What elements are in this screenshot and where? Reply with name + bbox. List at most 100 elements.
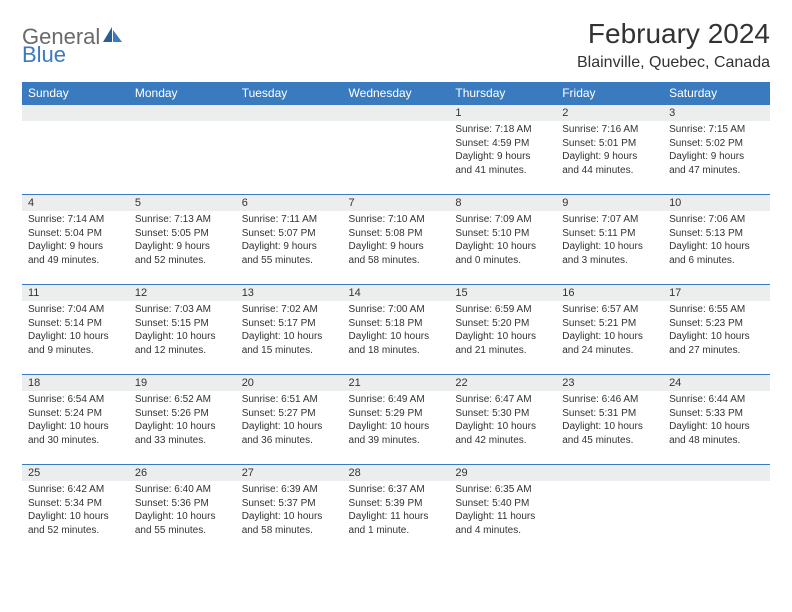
sunset-text: Sunset: 4:59 PM [455, 137, 550, 151]
sunset-text: Sunset: 5:39 PM [349, 497, 444, 511]
sunset-text: Sunset: 5:29 PM [349, 407, 444, 421]
dayname-thu: Thursday [449, 82, 556, 104]
sunrise-text: Sunrise: 7:13 AM [135, 213, 230, 227]
daylight-line2: and 42 minutes. [455, 434, 550, 448]
sunrise-text: Sunrise: 6:51 AM [242, 393, 337, 407]
sunset-text: Sunset: 5:15 PM [135, 317, 230, 331]
sunrise-text: Sunrise: 7:04 AM [28, 303, 123, 317]
daylight-line2: and 48 minutes. [669, 434, 764, 448]
calendar-week: 11Sunrise: 7:04 AMSunset: 5:14 PMDayligh… [22, 284, 770, 374]
day-details: Sunrise: 6:39 AMSunset: 5:37 PMDaylight:… [236, 481, 343, 541]
sunset-text: Sunset: 5:34 PM [28, 497, 123, 511]
day-number-empty [556, 464, 663, 481]
sunset-text: Sunset: 5:18 PM [349, 317, 444, 331]
daylight-line2: and 36 minutes. [242, 434, 337, 448]
calendar-cell: 23Sunrise: 6:46 AMSunset: 5:31 PMDayligh… [556, 374, 663, 464]
sunset-text: Sunset: 5:14 PM [28, 317, 123, 331]
daylight-line1: Daylight: 10 hours [349, 330, 444, 344]
daylight-line1: Daylight: 9 hours [242, 240, 337, 254]
sunrise-text: Sunrise: 6:49 AM [349, 393, 444, 407]
sunrise-text: Sunrise: 7:14 AM [28, 213, 123, 227]
sunrise-text: Sunrise: 6:47 AM [455, 393, 550, 407]
sail-icon [102, 25, 124, 50]
day-details: Sunrise: 7:07 AMSunset: 5:11 PMDaylight:… [556, 211, 663, 271]
calendar-cell [22, 104, 129, 194]
daylight-line2: and 15 minutes. [242, 344, 337, 358]
sunset-text: Sunset: 5:20 PM [455, 317, 550, 331]
sunset-text: Sunset: 5:21 PM [562, 317, 657, 331]
daylight-line1: Daylight: 10 hours [242, 330, 337, 344]
day-number-empty [236, 104, 343, 121]
sunset-text: Sunset: 5:17 PM [242, 317, 337, 331]
daylight-line2: and 24 minutes. [562, 344, 657, 358]
sunrise-text: Sunrise: 7:03 AM [135, 303, 230, 317]
daylight-line1: Daylight: 9 hours [135, 240, 230, 254]
sunrise-text: Sunrise: 6:37 AM [349, 483, 444, 497]
daylight-line2: and 18 minutes. [349, 344, 444, 358]
daylight-line2: and 45 minutes. [562, 434, 657, 448]
day-details: Sunrise: 6:47 AMSunset: 5:30 PMDaylight:… [449, 391, 556, 451]
day-details: Sunrise: 7:11 AMSunset: 5:07 PMDaylight:… [236, 211, 343, 271]
daylight-line1: Daylight: 10 hours [455, 420, 550, 434]
day-number: 23 [556, 374, 663, 391]
daylight-line2: and 0 minutes. [455, 254, 550, 268]
daylight-line1: Daylight: 10 hours [562, 330, 657, 344]
sunset-text: Sunset: 5:02 PM [669, 137, 764, 151]
calendar-cell: 29Sunrise: 6:35 AMSunset: 5:40 PMDayligh… [449, 464, 556, 554]
day-details: Sunrise: 6:37 AMSunset: 5:39 PMDaylight:… [343, 481, 450, 541]
sunrise-text: Sunrise: 7:18 AM [455, 123, 550, 137]
daylight-line2: and 49 minutes. [28, 254, 123, 268]
daylight-line2: and 41 minutes. [455, 164, 550, 178]
daylight-line1: Daylight: 10 hours [28, 420, 123, 434]
dayname-tue: Tuesday [236, 82, 343, 104]
calendar-cell: 7Sunrise: 7:10 AMSunset: 5:08 PMDaylight… [343, 194, 450, 284]
day-details: Sunrise: 7:00 AMSunset: 5:18 PMDaylight:… [343, 301, 450, 361]
sunset-text: Sunset: 5:27 PM [242, 407, 337, 421]
day-number: 12 [129, 284, 236, 301]
sunset-text: Sunset: 5:26 PM [135, 407, 230, 421]
daylight-line2: and 1 minute. [349, 524, 444, 538]
daylight-line2: and 47 minutes. [669, 164, 764, 178]
day-details: Sunrise: 7:13 AMSunset: 5:05 PMDaylight:… [129, 211, 236, 271]
calendar-week: 1Sunrise: 7:18 AMSunset: 4:59 PMDaylight… [22, 104, 770, 194]
calendar-cell: 24Sunrise: 6:44 AMSunset: 5:33 PMDayligh… [663, 374, 770, 464]
sunset-text: Sunset: 5:24 PM [28, 407, 123, 421]
daylight-line2: and 33 minutes. [135, 434, 230, 448]
daylight-line2: and 30 minutes. [28, 434, 123, 448]
daylight-line2: and 6 minutes. [669, 254, 764, 268]
day-details: Sunrise: 7:10 AMSunset: 5:08 PMDaylight:… [343, 211, 450, 271]
calendar-week: 4 Sunrise: 7:14 AMSunset: 5:04 PM Daylight… [22, 194, 770, 284]
day-number: 19 [129, 374, 236, 391]
daylight-line2: and 12 minutes. [135, 344, 230, 358]
sunrise-text: Sunrise: 6:55 AM [669, 303, 764, 317]
sunrise-text: Sunrise: 7:06 AM [669, 213, 764, 227]
calendar-cell: 3Sunrise: 7:15 AMSunset: 5:02 PMDaylight… [663, 104, 770, 194]
daylight-line1: Daylight: 10 hours [669, 330, 764, 344]
calendar-cell: 11Sunrise: 7:04 AMSunset: 5:14 PMDayligh… [22, 284, 129, 374]
day-number: 21 [343, 374, 450, 391]
sunset-text: Sunset: 5:04 PM [28, 227, 123, 241]
calendar-cell [556, 464, 663, 554]
sunset-text: Sunset: 5:37 PM [242, 497, 337, 511]
day-details: Sunrise: 7:03 AMSunset: 5:15 PMDaylight:… [129, 301, 236, 361]
day-number: 15 [449, 284, 556, 301]
day-number-empty [663, 464, 770, 481]
day-number: 4 [22, 194, 129, 211]
day-number: 2 [556, 104, 663, 121]
day-details: Sunrise: 6:52 AMSunset: 5:26 PMDaylight:… [129, 391, 236, 451]
sunrise-text: Sunrise: 7:09 AM [455, 213, 550, 227]
day-details: Sunrise: 7:18 AMSunset: 4:59 PMDaylight:… [449, 121, 556, 181]
calendar-cell: 2Sunrise: 7:16 AMSunset: 5:01 PMDaylight… [556, 104, 663, 194]
daylight-line1: Daylight: 9 hours [455, 150, 550, 164]
calendar-cell [663, 464, 770, 554]
sunset-text: Sunset: 5:23 PM [669, 317, 764, 331]
sunset-text: Sunset: 5:31 PM [562, 407, 657, 421]
day-number: 17 [663, 284, 770, 301]
day-number: 20 [236, 374, 343, 391]
daylight-line1: Daylight: 9 hours [562, 150, 657, 164]
day-number: 6 [236, 194, 343, 211]
day-number: 16 [556, 284, 663, 301]
calendar-cell: 12Sunrise: 7:03 AMSunset: 5:15 PMDayligh… [129, 284, 236, 374]
calendar-cell: 8Sunrise: 7:09 AMSunset: 5:10 PMDaylight… [449, 194, 556, 284]
day-number: 8 [449, 194, 556, 211]
